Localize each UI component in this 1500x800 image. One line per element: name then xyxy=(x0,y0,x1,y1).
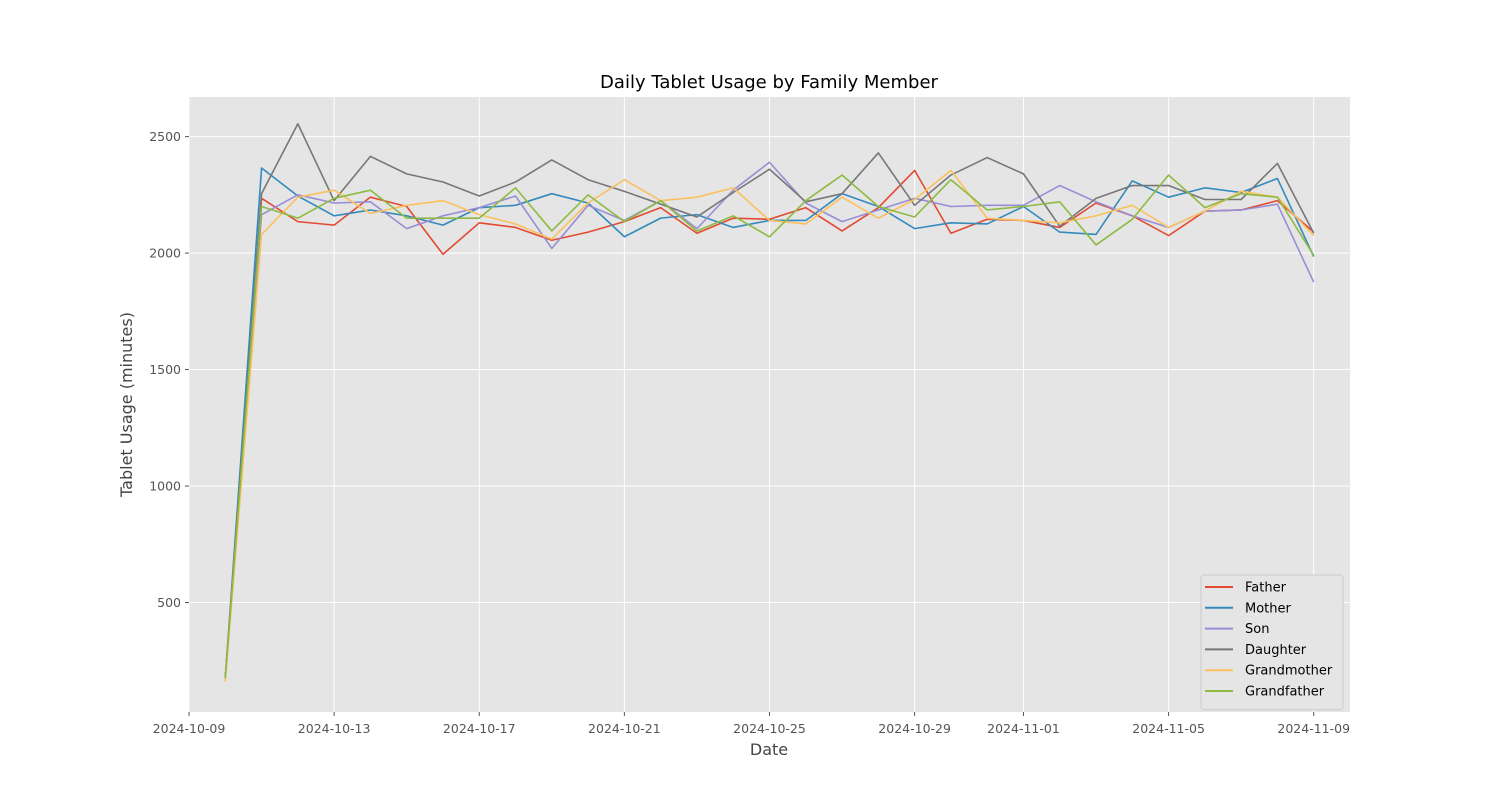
legend-label: Mother xyxy=(1245,601,1292,616)
y-axis-label: Tablet Usage (minutes) xyxy=(117,312,136,498)
grid-lines xyxy=(188,97,1350,712)
y-tick-label: 1500 xyxy=(149,362,181,377)
x-tick-label: 2024-11-09 xyxy=(1277,721,1350,736)
y-tick-label: 2500 xyxy=(149,129,181,144)
x-tick-label: 2024-10-09 xyxy=(153,721,226,736)
series-line-son xyxy=(224,161,1315,679)
legend-label: Grandmother xyxy=(1245,664,1333,679)
series-line-daughter xyxy=(224,122,1315,679)
x-tick-label: 2024-10-25 xyxy=(733,721,806,736)
legend-box xyxy=(1200,574,1344,711)
y-tick-label: 1000 xyxy=(149,479,181,494)
x-axis-label: Date xyxy=(750,740,788,759)
series-line-grandfather xyxy=(224,174,1315,679)
y-tick-label: 2000 xyxy=(149,246,181,261)
legend-label: Grandfather xyxy=(1245,685,1325,700)
x-tick-label: 2024-11-01 xyxy=(987,721,1060,736)
x-tick-label: 2024-10-21 xyxy=(588,721,661,736)
x-tick-label: 2024-10-13 xyxy=(298,721,371,736)
legend-label: Son xyxy=(1245,622,1269,637)
y-tick-label: 500 xyxy=(157,595,181,610)
series-line-grandmother xyxy=(224,169,1315,682)
x-tick-label: 2024-10-17 xyxy=(443,721,516,736)
legend: Father Mother Son Daughter Grandmother Grandf… xyxy=(1200,574,1344,711)
series-lines xyxy=(224,122,1315,682)
x-axis-ticks: 2024-10-09 2024-10-13 2024-10-17 2024-10-21… xyxy=(153,712,1350,736)
x-tick-label: 2024-11-05 xyxy=(1132,721,1205,736)
legend-label: Father xyxy=(1245,581,1287,596)
legend-label: Daughter xyxy=(1245,643,1307,658)
y-axis-ticks: 500 1000 1500 2000 2500 xyxy=(149,129,189,610)
chart-title: Daily Tablet Usage by Family Member xyxy=(600,72,938,93)
x-tick-label: 2024-10-29 xyxy=(878,721,951,736)
